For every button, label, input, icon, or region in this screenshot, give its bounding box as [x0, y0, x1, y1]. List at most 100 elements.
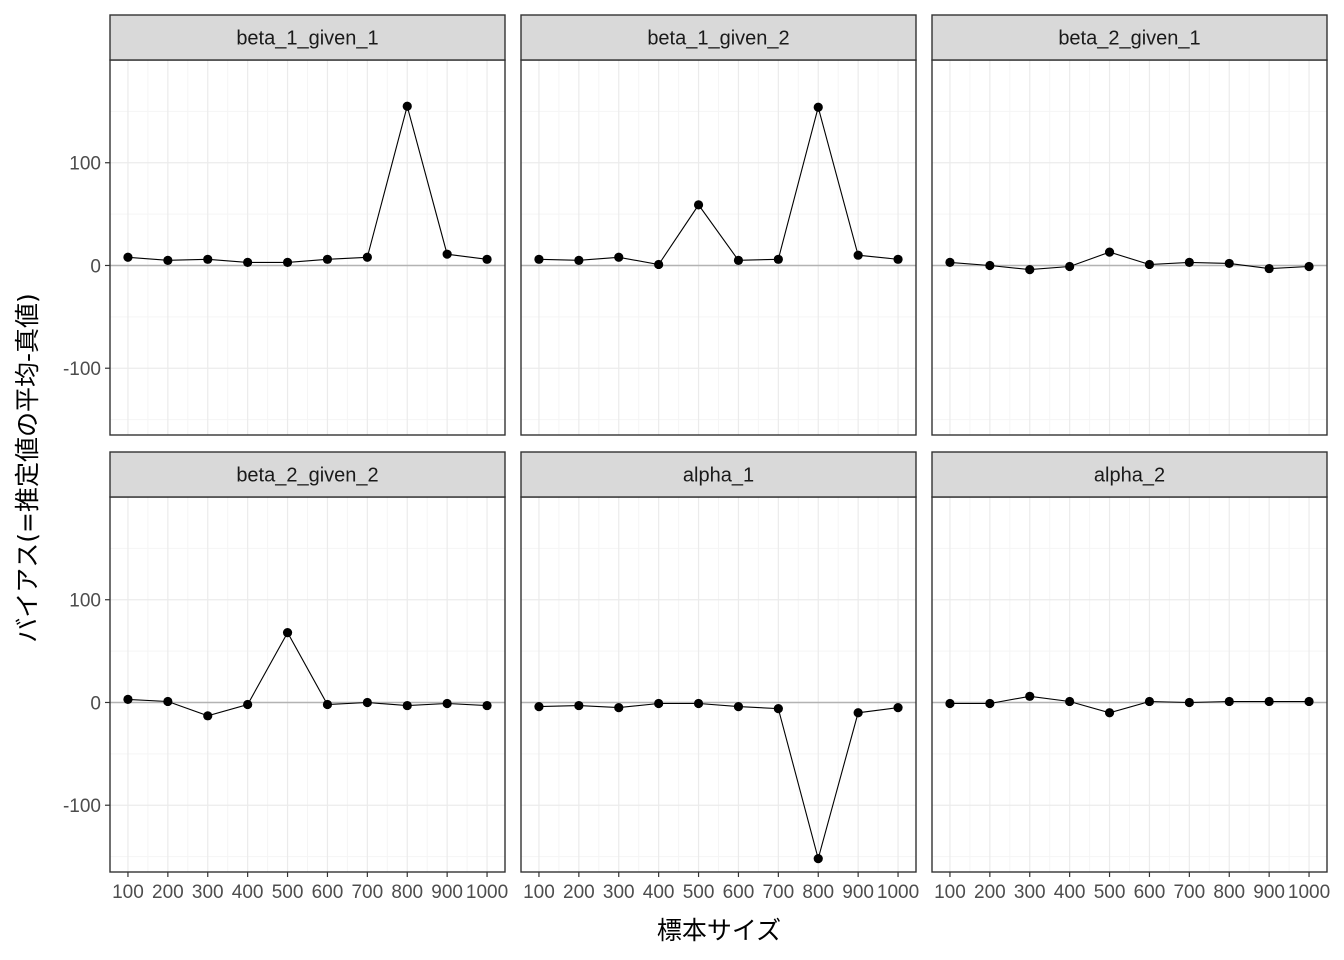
- x-tick-label: 1000: [466, 882, 508, 903]
- series-line: [950, 695, 1309, 714]
- strip-background: [931, 14, 1328, 61]
- data-point: [773, 254, 783, 264]
- strip-label: beta_2_given_2: [236, 465, 378, 487]
- data-point: [1065, 261, 1075, 272]
- data-point: [282, 628, 293, 638]
- y-tick-label: -100: [63, 796, 101, 817]
- x-tick-label: 500: [272, 882, 304, 903]
- panel-alpha_2: alpha_2: [931, 451, 1328, 873]
- x-tick-label: 800: [391, 882, 423, 903]
- data-point: [945, 257, 955, 267]
- data-point: [945, 698, 955, 709]
- strip-background: [109, 14, 506, 61]
- panel-beta_1_given_1: beta_1_given_1: [109, 14, 506, 436]
- data-point: [893, 254, 903, 264]
- data-point: [282, 257, 293, 267]
- data-point: [853, 708, 863, 718]
- series-line: [538, 105, 899, 266]
- x-tick-label: 200: [563, 882, 595, 903]
- data-point: [574, 255, 584, 265]
- data-point: [482, 254, 492, 264]
- x-tick-label: 700: [1173, 882, 1205, 903]
- data-point: [1264, 696, 1274, 707]
- data-point: [203, 711, 213, 721]
- data-point: [1144, 259, 1155, 270]
- x-tick-label: 200: [974, 882, 1006, 903]
- x-tick-label: 900: [431, 882, 463, 903]
- x-tick-label: 300: [603, 882, 635, 903]
- data-point: [322, 699, 333, 710]
- x-tick-label: 300: [192, 882, 224, 903]
- data-point: [693, 698, 704, 709]
- data-point: [442, 698, 452, 709]
- data-point: [482, 700, 492, 711]
- data-point: [1304, 261, 1314, 272]
- strip-background: [520, 14, 917, 61]
- data-point: [1104, 247, 1115, 257]
- data-point: [123, 694, 133, 704]
- x-tick-label: 100: [112, 882, 144, 903]
- y-tick-label: 100: [69, 591, 101, 612]
- data-point: [654, 259, 664, 270]
- data-point: [1264, 263, 1274, 274]
- panel-beta_2_given_1: beta_2_given_1: [931, 14, 1328, 436]
- x-tick-label: 600: [1134, 882, 1166, 903]
- data-point: [985, 260, 995, 271]
- data-point: [1224, 258, 1234, 269]
- series-line: [538, 702, 899, 861]
- strip-background: [931, 451, 1328, 498]
- data-point: [362, 252, 372, 262]
- data-point: [853, 250, 863, 260]
- data-point: [693, 200, 704, 210]
- data-point: [1144, 696, 1155, 707]
- data-point: [243, 257, 253, 267]
- data-point: [322, 254, 333, 264]
- strip-label: alpha_1: [683, 465, 754, 487]
- series-line: [127, 631, 488, 717]
- x-axis-ticks: 100 200 300 400 500 600 700 800 900 1000 100 200 300…: [112, 872, 1330, 903]
- data-point: [163, 255, 173, 265]
- data-point: [123, 252, 133, 262]
- y-tick-label: 100: [69, 154, 101, 175]
- series-line: [127, 104, 488, 263]
- panels-layer: beta_1_given_1 beta_1_given_2 beta_2_given…: [109, 14, 1328, 873]
- y-tick-label: 0: [90, 693, 101, 714]
- x-tick-label: 100: [934, 882, 966, 903]
- x-tick-label: 1000: [877, 882, 919, 903]
- data-point: [813, 854, 823, 864]
- data-point: [402, 101, 412, 111]
- strip-label: beta_1_given_2: [647, 28, 789, 50]
- strip-label: beta_2_given_1: [1058, 28, 1200, 50]
- data-point: [362, 697, 372, 708]
- y-axis-title: バイアス(=推定値の平均-真値): [13, 293, 42, 642]
- series-line: [949, 251, 1310, 271]
- strip-background: [520, 451, 917, 498]
- x-tick-label: 600: [312, 882, 344, 903]
- panel-beta_1_given_2: beta_1_given_2: [520, 14, 917, 436]
- data-point: [1184, 257, 1194, 267]
- x-tick-label: 400: [232, 882, 264, 903]
- data-point: [1025, 264, 1035, 275]
- data-point: [442, 249, 452, 259]
- data-point: [1184, 697, 1194, 708]
- data-point: [773, 704, 783, 714]
- data-point: [985, 698, 995, 709]
- data-point: [893, 703, 903, 713]
- data-point: [574, 700, 584, 711]
- data-point: [1025, 691, 1035, 701]
- x-tick-label: 200: [152, 882, 184, 903]
- data-point: [614, 703, 624, 713]
- strip-label: beta_1_given_1: [236, 28, 378, 50]
- y-tick-label: -100: [63, 359, 101, 380]
- panel-alpha_1: alpha_1: [520, 451, 917, 873]
- data-point: [733, 255, 744, 265]
- x-tick-label: 600: [723, 882, 755, 903]
- x-tick-label: 100: [523, 882, 555, 903]
- panel-beta_2_given_2: beta_2_given_2: [109, 451, 506, 873]
- x-axis-title: 標本サイズ: [657, 916, 781, 945]
- x-tick-label: 500: [1094, 882, 1126, 903]
- data-point: [534, 701, 544, 712]
- x-tick-label: 700: [351, 882, 383, 903]
- data-point: [1304, 696, 1314, 707]
